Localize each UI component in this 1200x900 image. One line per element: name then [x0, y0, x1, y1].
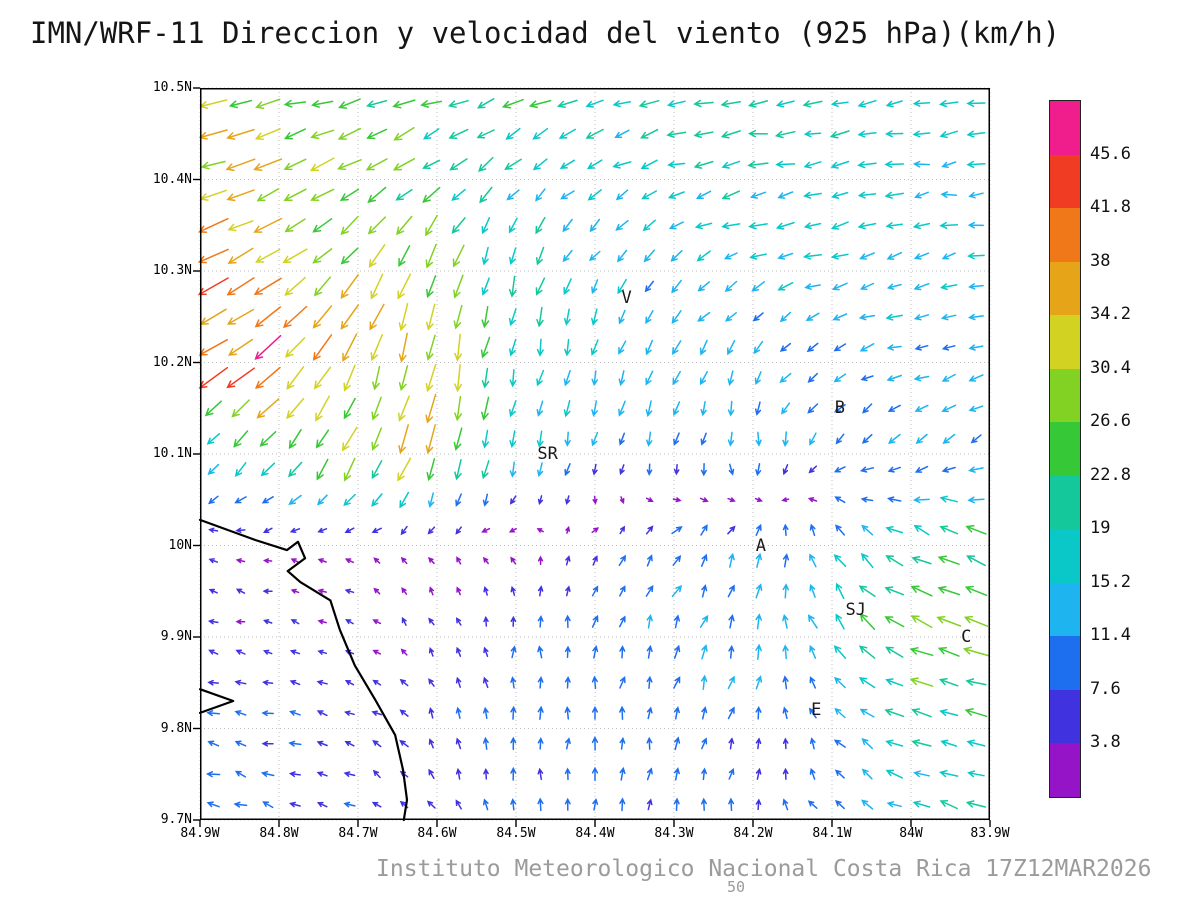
colorbar-segment — [1050, 368, 1080, 422]
axis-ticks — [193, 87, 991, 827]
station-label-sj: SJ — [845, 599, 866, 620]
station-label-a: A — [755, 535, 767, 556]
colorbar-tick-label: 30.4 — [1090, 357, 1131, 378]
wind-speed-colorbar — [1049, 100, 1081, 798]
colorbar-segment — [1050, 689, 1080, 743]
colorbar-segment — [1050, 475, 1080, 529]
colorbar-tick-label: 26.6 — [1090, 411, 1131, 431]
colorbar-tick-label: 19 — [1090, 518, 1111, 538]
colorbar-segment — [1050, 315, 1080, 369]
colorbar-tick-label: 45.6 — [1090, 143, 1131, 164]
colorbar-tick-label: 15.2 — [1090, 571, 1131, 592]
y-tick-label: 10.2N — [152, 354, 192, 370]
colorbar-segment — [1050, 582, 1080, 636]
colorbar-segment — [1050, 101, 1080, 155]
coastline — [198, 518, 409, 822]
colorbar-segment — [1050, 422, 1080, 476]
y-tick-label: 9.8N — [160, 720, 192, 736]
y-tick-label: 10.4N — [152, 171, 192, 187]
colorbar-tick-label: 3.8 — [1090, 732, 1121, 752]
y-tick-label: 10.3N — [152, 263, 192, 278]
x-tick-label: 84.1W — [812, 826, 852, 841]
colorbar-tick-label: 22.8 — [1090, 464, 1131, 485]
colorbar-segment — [1050, 261, 1080, 315]
wind-arrows — [197, 98, 990, 812]
x-tick-label: 83.9W — [970, 826, 1010, 841]
station-label-e: E — [811, 700, 822, 721]
plot-frame — [200, 88, 990, 820]
station-label-c: C — [961, 627, 972, 647]
y-tick-label: 10N — [168, 537, 192, 553]
colorbar-tick-label: 34.2 — [1090, 304, 1131, 324]
y-tick-label: 9.7N — [160, 812, 192, 827]
x-tick-label: 84.6W — [417, 826, 457, 841]
x-tick-label: 84.9W — [180, 826, 220, 841]
x-tick-label: 84.3W — [654, 826, 694, 841]
x-tick-label: 84.4W — [575, 826, 615, 841]
colorbar-tick-label: 11.4 — [1090, 625, 1131, 645]
x-tick-label: 84.2W — [733, 826, 773, 841]
colorbar-segment — [1050, 636, 1080, 690]
caption: Instituto Meteorologico Nacional Costa R… — [376, 856, 1152, 882]
x-tick-label: 84.7W — [338, 826, 378, 841]
x-tick-label: 84W — [899, 826, 923, 841]
x-tick-label: 84.8W — [259, 826, 299, 841]
colorbar-segment — [1050, 743, 1080, 797]
station-label-sr: SR — [537, 444, 558, 464]
colorbar-tick-label: 41.8 — [1090, 197, 1131, 217]
chart-title: IMN/WRF-11 Direccion y velocidad del vie… — [30, 16, 1061, 50]
colorbar-segment — [1050, 529, 1080, 583]
colorbar-tick-label: 7.6 — [1090, 678, 1121, 699]
y-tick-label: 10.1N — [152, 446, 192, 461]
y-tick-label: 9.9N — [160, 629, 192, 644]
colorbar-tick-label: 38 — [1090, 250, 1111, 271]
y-tick-label: 10.5N — [152, 80, 192, 95]
footnote-number: 50 — [727, 878, 746, 896]
wind-map-plot: V B SR A SJ C E — [193, 87, 991, 827]
station-label-v: V — [621, 288, 632, 309]
x-tick-label: 84.5W — [496, 826, 536, 841]
colorbar-segment — [1050, 208, 1080, 262]
colorbar-segment — [1050, 154, 1080, 208]
station-label-b: B — [834, 398, 846, 419]
